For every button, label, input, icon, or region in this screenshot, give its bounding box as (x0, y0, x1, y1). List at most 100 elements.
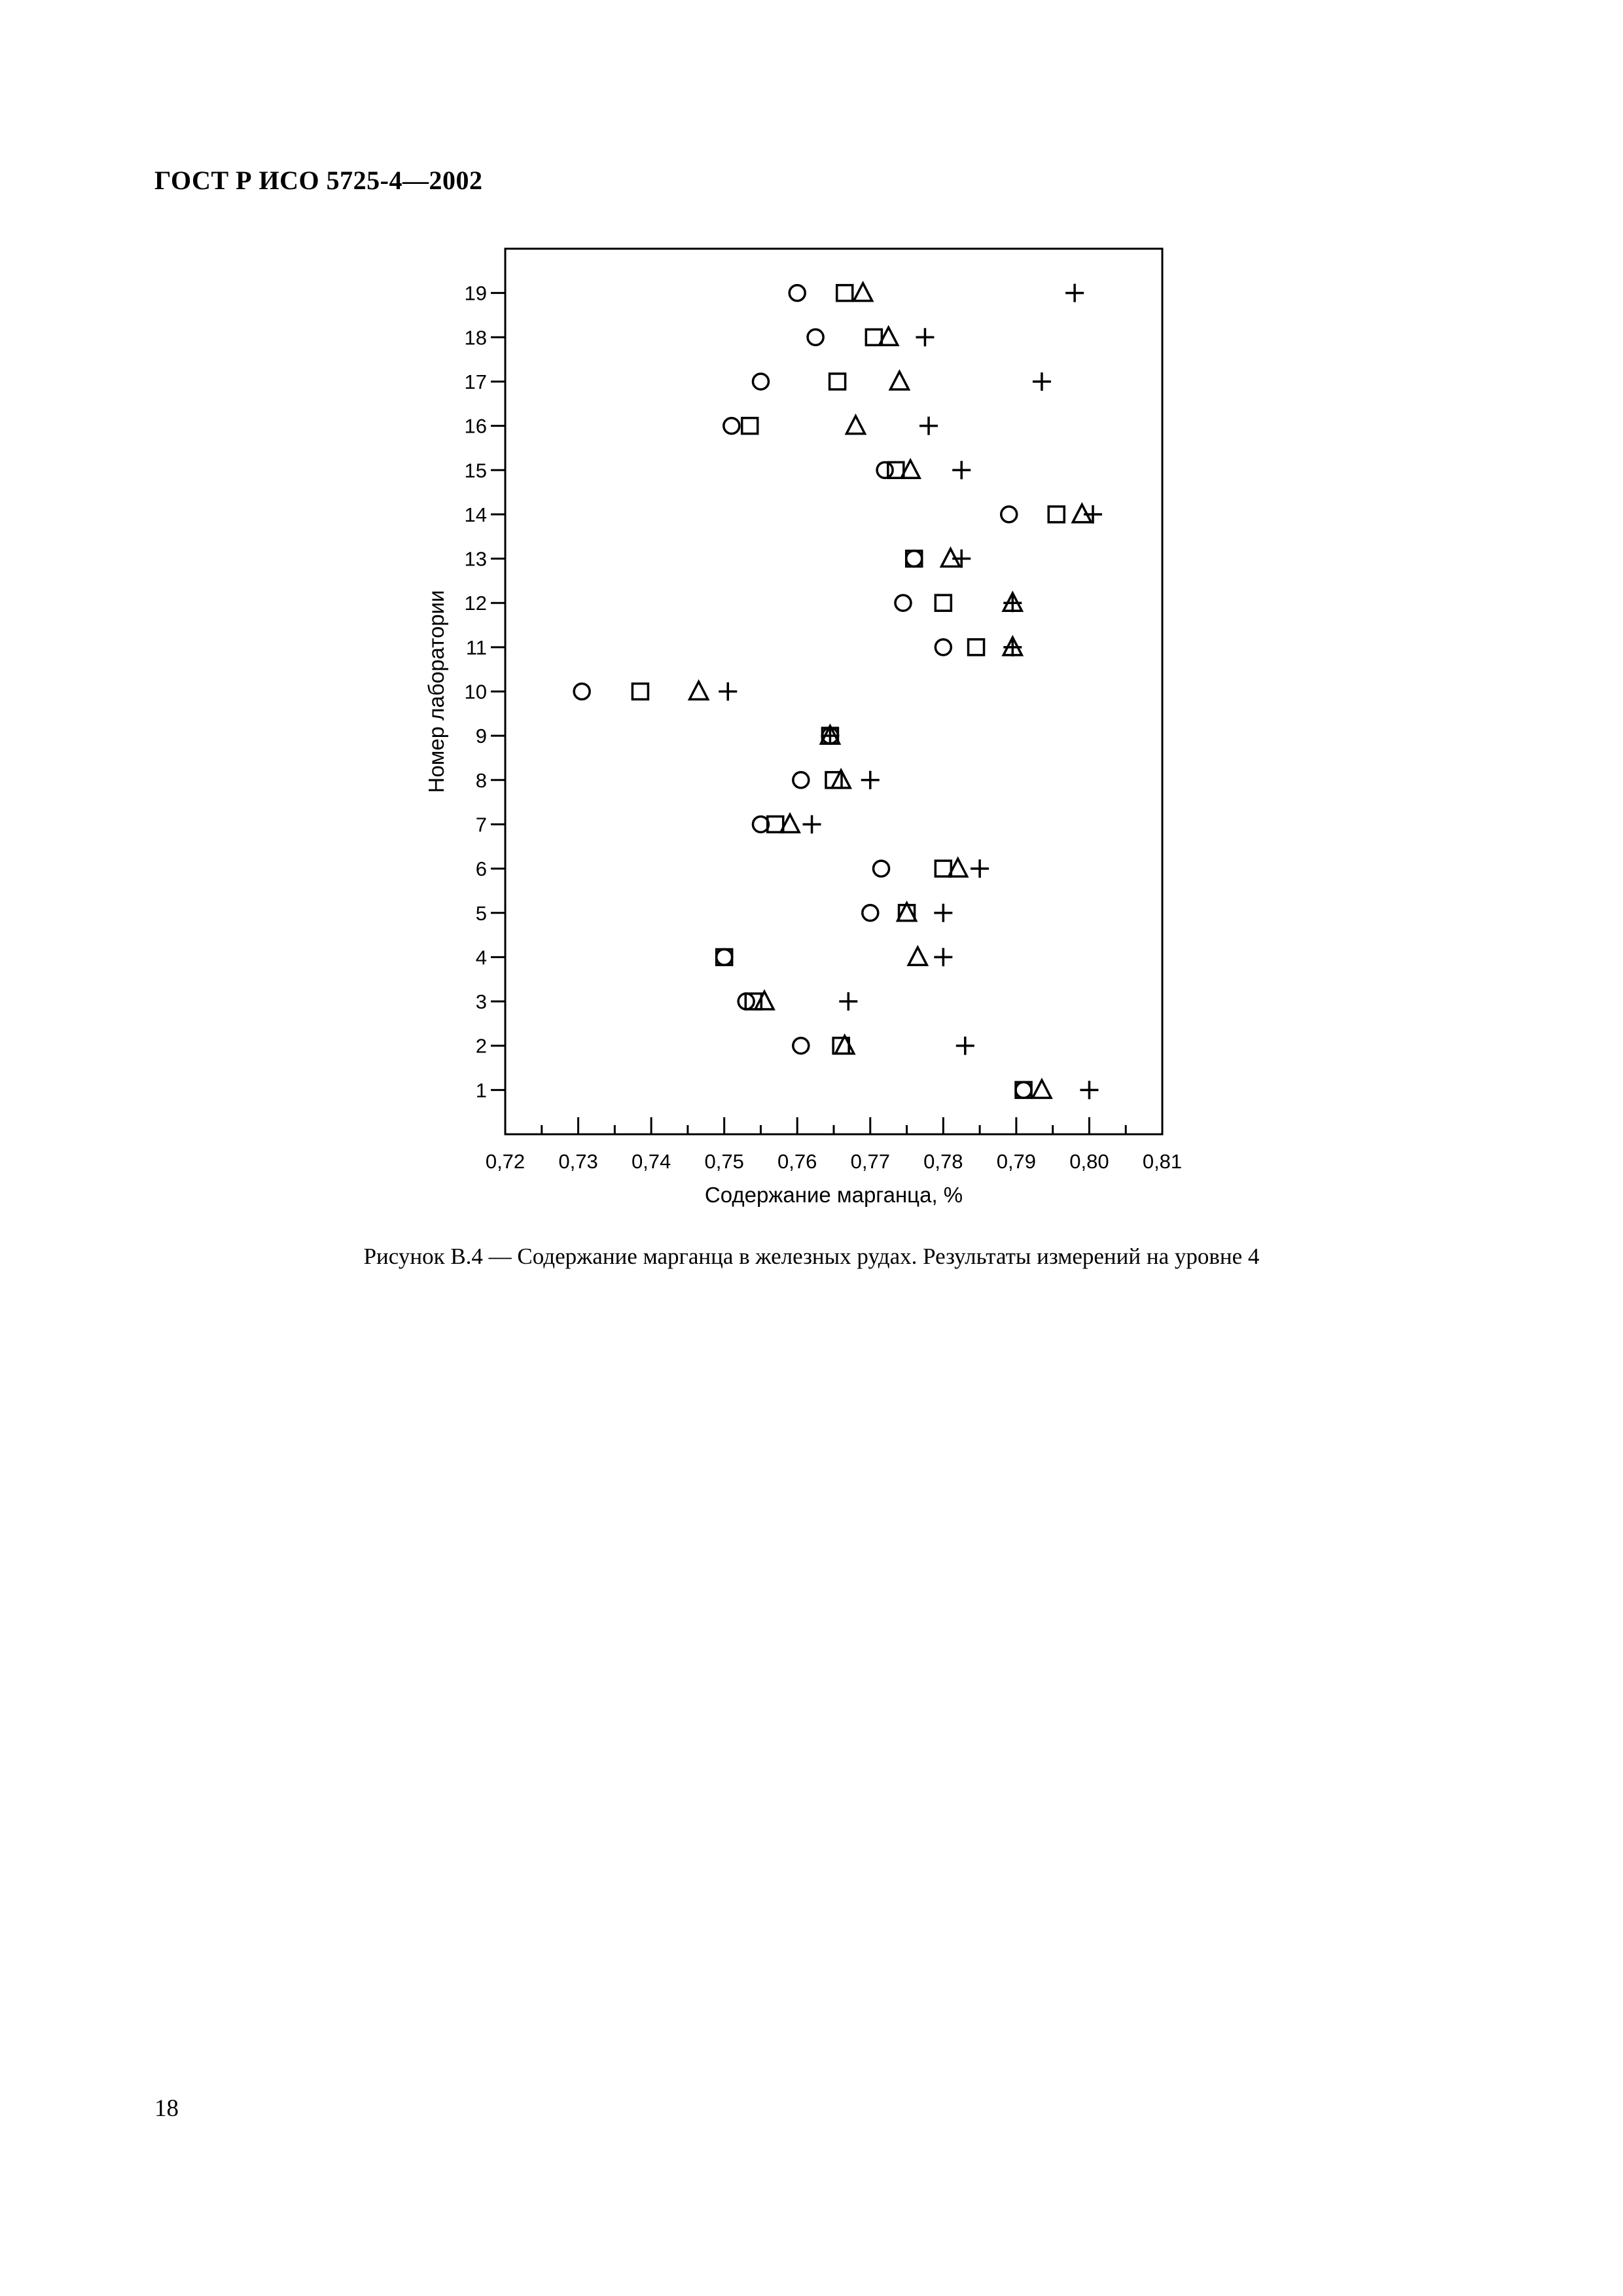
data-point-plus (919, 416, 938, 435)
x-tick-label: 0,80 (1069, 1150, 1109, 1173)
plot-frame (504, 247, 1164, 1136)
y-tick-label: 13 (465, 548, 487, 571)
data-point-circle (788, 283, 806, 302)
data-point-square (766, 815, 785, 834)
x-tick-label: 0,74 (632, 1150, 671, 1173)
x-axis-title: Содержание марганца, % (705, 1183, 963, 1207)
y-tick-label: 14 (465, 503, 487, 526)
data-point-circle (894, 594, 912, 612)
y-tick-label: 4 (476, 946, 487, 969)
data-point-square (1014, 1081, 1033, 1100)
y-tick-label: 3 (476, 990, 487, 1013)
data-point-plus (1003, 594, 1022, 613)
data-point-triangle (851, 280, 874, 302)
data-point-plus (1032, 372, 1051, 391)
data-point-circle (715, 948, 734, 967)
data-point-plus (861, 770, 880, 789)
data-point-circle (751, 815, 770, 834)
y-tick-label: 8 (476, 769, 487, 792)
data-point-circle (872, 859, 891, 878)
y-tick-label: 2 (476, 1035, 487, 1058)
data-point-square (631, 682, 650, 701)
y-tick-label: 17 (465, 370, 487, 393)
x-tick-label: 0,72 (486, 1150, 525, 1173)
document-header: ГОСТ Р ИСО 5725-4—2002 (154, 166, 483, 195)
data-point-square (887, 461, 905, 479)
data-point-triangle (906, 944, 929, 967)
data-point-plus (1065, 283, 1084, 302)
data-point-triangle (833, 1033, 856, 1055)
data-point-plus (1084, 505, 1103, 524)
y-tick-label: 15 (465, 459, 487, 482)
x-tick-label: 0,78 (923, 1150, 963, 1173)
x-tick-label: 0,75 (704, 1150, 743, 1173)
x-tick-label: 0,81 (1143, 1150, 1182, 1173)
y-tick-label: 6 (476, 857, 487, 880)
data-point-plus (802, 815, 821, 834)
data-point-triangle (779, 812, 801, 834)
data-point-circle (904, 549, 923, 568)
chart: 0,72 0,73 0,74 0,75 0,76 0,77 0,78 0,79 0,80 0,81… (424, 247, 1182, 1207)
data-point-square (904, 549, 923, 568)
x-tick-label: 0,76 (777, 1150, 817, 1173)
y-tick-label: 19 (465, 282, 487, 305)
data-point-circle (1014, 1081, 1033, 1100)
data-point-plus (1080, 1081, 1099, 1100)
y-tick-label: 18 (465, 326, 487, 349)
data-point-triangle (1031, 1077, 1053, 1100)
data-point-triangle (753, 989, 776, 1011)
data-point-circle (934, 638, 953, 656)
data-point-circle (792, 1036, 810, 1055)
data-point-plus (952, 549, 971, 568)
y-tick-label: 1 (476, 1079, 487, 1102)
data-point-square (934, 859, 953, 878)
page-number: 18 (154, 2095, 179, 2122)
data-point-circle (573, 682, 591, 701)
data-point-plus (1003, 637, 1022, 656)
data-point-circle (861, 904, 880, 922)
data-point-triangle (946, 856, 969, 878)
data-point-square (828, 372, 847, 391)
data-point-triangle (888, 369, 911, 391)
data-point-triangle (899, 457, 922, 479)
data-point-plus (971, 859, 990, 878)
data-point-square (715, 948, 734, 967)
data-point-square (934, 594, 953, 612)
y-tick-label: 5 (476, 902, 487, 925)
y-axis-title: Номер лаборатории (424, 590, 448, 793)
x-tick-label: 0,77 (851, 1150, 890, 1173)
data-point-triangle (687, 679, 710, 701)
data-point-square (744, 992, 763, 1011)
y-tick-label: 12 (465, 592, 487, 615)
data-point-plus (839, 992, 858, 1011)
y-tick-label: 11 (466, 636, 487, 659)
data-point-square (865, 328, 883, 347)
data-point-circle (876, 461, 894, 479)
data-point-circle (722, 416, 741, 435)
data-point-square (835, 283, 854, 302)
data-point-plus (719, 682, 738, 701)
y-tick-label: 16 (465, 415, 487, 438)
data-point-plus (955, 1036, 974, 1055)
data-point-plus (934, 903, 953, 922)
y-tick-label: 9 (476, 725, 487, 747)
data-point-triangle (877, 325, 900, 347)
data-point-triangle (844, 413, 867, 435)
x-tick-label: 0,79 (997, 1150, 1036, 1173)
data-point-triangle (830, 767, 853, 789)
data-point-circle (751, 372, 770, 391)
figure: 0,72 0,73 0,74 0,75 0,76 0,77 0,78 0,79 0,80 0,81… (393, 216, 1243, 1250)
data-point-square (967, 638, 986, 656)
data-point-circle (792, 771, 810, 789)
data-point-plus (916, 328, 935, 347)
data-point-plus (952, 461, 971, 480)
data-point-square (1047, 505, 1065, 524)
data-point-plus (934, 948, 953, 967)
data-point-circle (806, 328, 825, 347)
y-tick-label: 7 (476, 813, 487, 836)
x-tick-label: 0,73 (558, 1150, 597, 1173)
figure-caption: Рисунок В.4 — Содержание марганца в желе… (363, 1244, 1260, 1269)
y-tick-label: 10 (465, 681, 487, 704)
data-point-square (740, 416, 759, 435)
data-point-triangle (895, 900, 918, 922)
